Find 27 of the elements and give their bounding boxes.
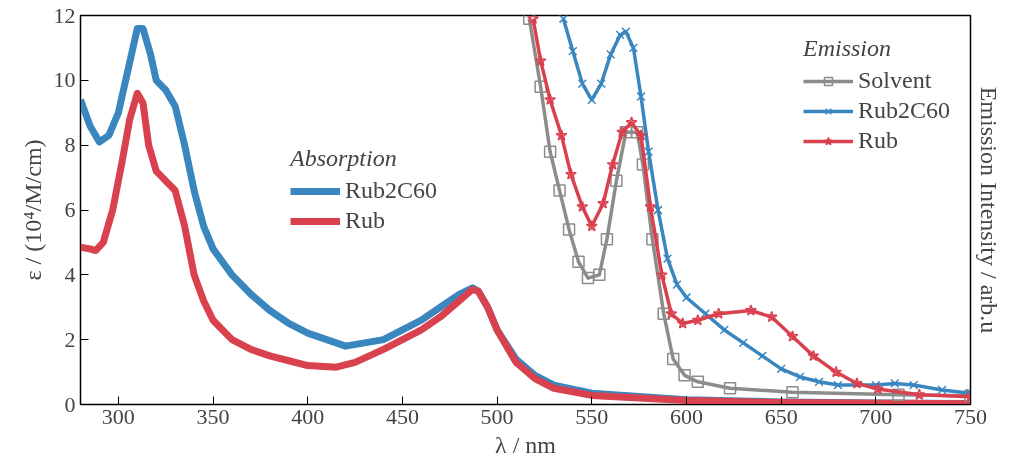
legend-label: Rub [345,207,386,234]
x-tick-label: 400 [291,403,325,429]
x-tick-label: 500 [480,403,514,429]
legend-label: Rub2C60 [857,97,950,124]
y-tick-label: 6 [64,197,76,222]
legend-label: Solvent [857,67,932,94]
annotation: Emission [802,35,892,62]
y-tick-label: 4 [64,261,76,287]
x-tick-label: 650 [764,403,798,429]
y-axis-title: ε / (10⁴/M/cm) [19,139,46,281]
y-tick-label: 10 [53,67,76,93]
x-tick-label: 550 [575,403,609,429]
x-tick-label: 600 [669,403,703,429]
legend-label: Rub [857,127,898,154]
y-tick-label: 12 [53,2,76,28]
annotation: Absorption [290,145,398,172]
x-axis-title: λ / nm [495,431,557,458]
legend-label: Rub2C60 [345,177,438,204]
y-tick-label: 2 [64,326,76,352]
x-tick-label: 350 [196,403,230,429]
y-tick-label: 0 [64,391,76,417]
x-tick-label: 300 [101,403,135,429]
x-tick-label: 450 [385,403,419,429]
y-tick-label: 8 [64,132,76,158]
y2-axis-title: Emission Intensity / arb.u [975,86,1002,334]
x-tick-label: 750 [954,403,987,429]
x-tick-label: 700 [859,403,893,429]
